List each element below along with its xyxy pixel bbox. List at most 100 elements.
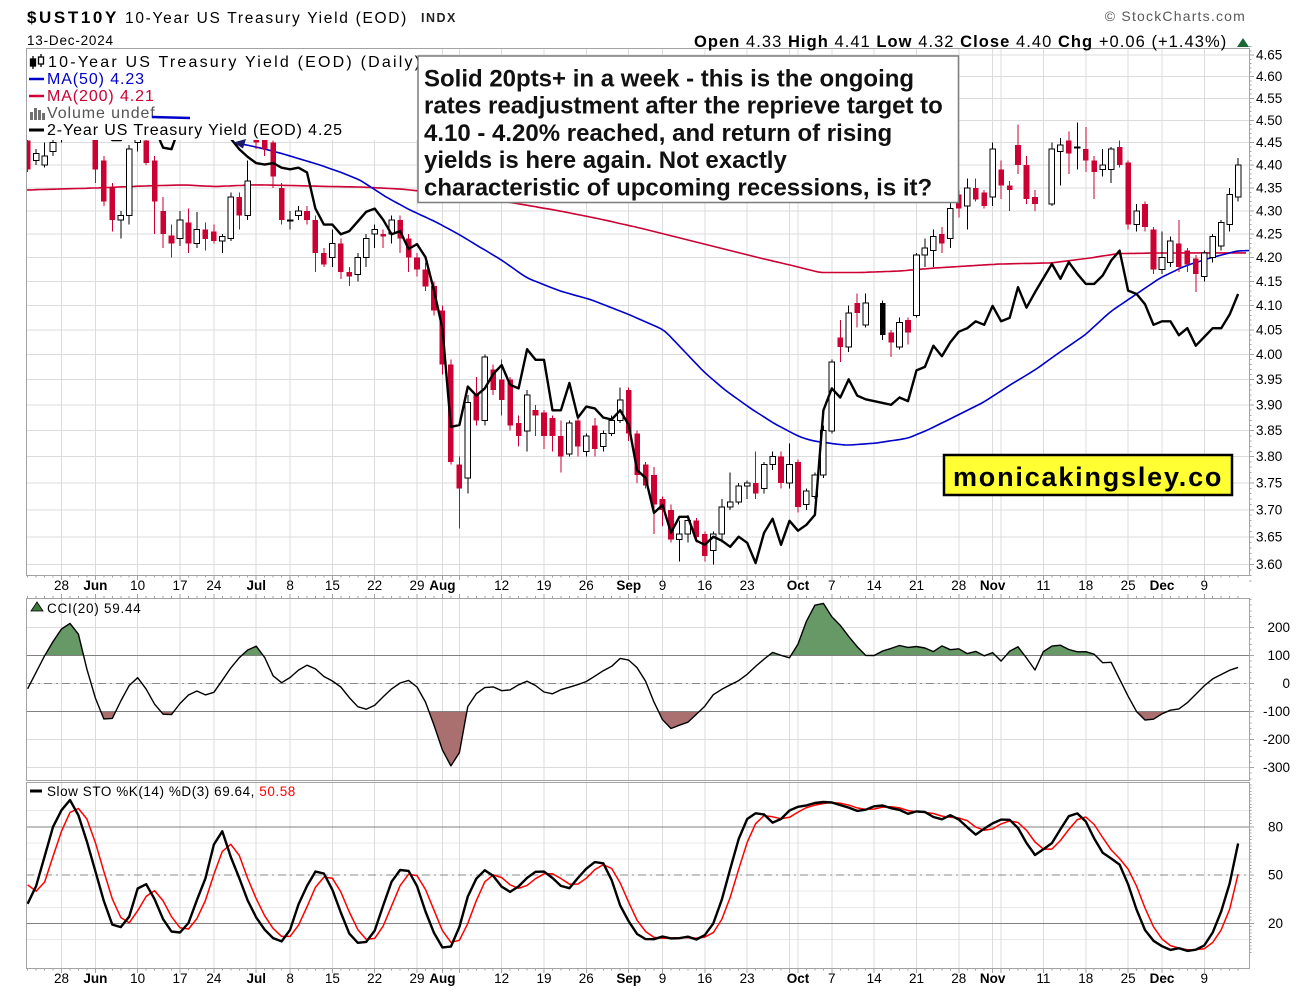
svg-text:15: 15 — [325, 578, 340, 593]
svg-text:4.40: 4.40 — [1256, 158, 1282, 173]
svg-text:3.95: 3.95 — [1256, 372, 1282, 387]
svg-text:19: 19 — [536, 578, 551, 593]
svg-text:4.35: 4.35 — [1256, 180, 1282, 195]
svg-text:3.90: 3.90 — [1256, 398, 1282, 413]
svg-text:28: 28 — [54, 578, 69, 593]
svg-text:9: 9 — [659, 578, 667, 593]
svg-text:24: 24 — [206, 971, 222, 986]
svg-text:26: 26 — [579, 578, 594, 593]
svg-text:23: 23 — [740, 971, 755, 986]
svg-text:-300: -300 — [1263, 760, 1290, 775]
svg-text:4.15: 4.15 — [1256, 274, 1282, 289]
svg-text:4.20: 4.20 — [1256, 250, 1282, 265]
svg-text:18: 18 — [1078, 578, 1093, 593]
svg-text:4.50: 4.50 — [1256, 113, 1282, 128]
svg-text:2-Year US Treasury Yield (EOD): 2-Year US Treasury Yield (EOD) 4.25 — [47, 122, 343, 139]
svg-text:10: 10 — [130, 578, 145, 593]
svg-text:© StockCharts.com: © StockCharts.com — [1105, 8, 1246, 24]
svg-text:Dec: Dec — [1150, 971, 1175, 986]
svg-text:yields is here again. Not exac: yields is here again. Not exactly — [424, 147, 787, 174]
svg-text:28: 28 — [951, 971, 966, 986]
svg-text:28: 28 — [54, 971, 69, 986]
svg-text:Nov: Nov — [980, 971, 1006, 986]
svg-text:3.80: 3.80 — [1256, 449, 1282, 464]
svg-text:25: 25 — [1121, 578, 1136, 593]
svg-text:Nov: Nov — [980, 578, 1006, 593]
svg-text:4.55: 4.55 — [1256, 91, 1282, 106]
svg-text:characteristic of upcoming rec: characteristic of upcoming recessions, i… — [424, 174, 932, 201]
svg-text:17: 17 — [172, 578, 187, 593]
svg-text:$UST10Y: $UST10Y — [27, 8, 119, 27]
svg-text:4.10 - 4.20% reached, and retu: 4.10 - 4.20% reached, and return of risi… — [424, 120, 892, 147]
svg-text:22: 22 — [367, 578, 382, 593]
svg-text:29: 29 — [409, 971, 424, 986]
svg-text:10-Year US Treasury Yield (EOD: 10-Year US Treasury Yield (EOD) (Daily) — [48, 54, 422, 71]
svg-text:Solid 20pts+ in a week - this: Solid 20pts+ in a week - this is the ong… — [424, 66, 914, 93]
svg-text:29: 29 — [409, 578, 424, 593]
svg-text:Jul: Jul — [246, 971, 266, 986]
svg-text:12: 12 — [494, 971, 509, 986]
svg-text:Oct: Oct — [787, 578, 810, 593]
svg-text:Aug: Aug — [429, 578, 455, 593]
svg-text:18: 18 — [1078, 971, 1093, 986]
svg-text:Aug: Aug — [429, 971, 455, 986]
svg-text:9: 9 — [659, 971, 667, 986]
svg-text:4.05: 4.05 — [1256, 323, 1282, 338]
svg-text:3.70: 3.70 — [1256, 502, 1282, 517]
svg-text:Open 4.33 High 4.41 Low 4.32: Open 4.33 High 4.41 Low 4.32 Close 4.40 … — [694, 33, 1227, 51]
svg-text:8: 8 — [286, 971, 294, 986]
svg-text:7: 7 — [828, 971, 836, 986]
svg-text:3.65: 3.65 — [1256, 529, 1282, 544]
svg-text:28: 28 — [951, 578, 966, 593]
svg-text:0: 0 — [1282, 676, 1290, 691]
svg-text:22: 22 — [367, 971, 382, 986]
svg-text:11: 11 — [1036, 971, 1050, 986]
svg-text:20: 20 — [1268, 916, 1283, 931]
svg-text:25: 25 — [1121, 971, 1136, 986]
svg-text:10: 10 — [130, 971, 145, 986]
svg-text:200: 200 — [1267, 620, 1290, 635]
svg-text:13-Dec-2024: 13-Dec-2024 — [27, 33, 114, 48]
svg-text:26: 26 — [579, 971, 594, 986]
svg-text:-200: -200 — [1263, 732, 1290, 747]
svg-text:14: 14 — [867, 578, 883, 593]
svg-text:Dec: Dec — [1150, 578, 1175, 593]
svg-text:24: 24 — [206, 578, 222, 593]
svg-text:8: 8 — [286, 578, 294, 593]
svg-text:Jul: Jul — [246, 578, 266, 593]
svg-text:4.00: 4.00 — [1256, 347, 1282, 362]
svg-text:4.65: 4.65 — [1256, 48, 1282, 63]
svg-text:Oct: Oct — [787, 971, 810, 986]
svg-text:rates readjustment after the r: rates readjustment after the reprieve ta… — [424, 93, 943, 120]
svg-text:4.10: 4.10 — [1256, 298, 1282, 313]
svg-text:21: 21 — [909, 578, 924, 593]
svg-text:4.45: 4.45 — [1256, 135, 1282, 150]
svg-text:9: 9 — [1201, 578, 1209, 593]
svg-text:15: 15 — [325, 971, 340, 986]
svg-text:3.60: 3.60 — [1256, 557, 1282, 572]
svg-text:16: 16 — [697, 578, 712, 593]
svg-text:7: 7 — [828, 578, 836, 593]
svg-text:17: 17 — [172, 971, 187, 986]
svg-text:MA(200) 4.21: MA(200) 4.21 — [47, 88, 155, 105]
svg-text:3.85: 3.85 — [1256, 423, 1282, 438]
svg-text:Sep: Sep — [616, 578, 641, 593]
svg-text:50: 50 — [1268, 868, 1283, 883]
svg-text:4.25: 4.25 — [1256, 227, 1282, 242]
svg-text:23: 23 — [740, 578, 755, 593]
svg-text:Slow STO %K(14) %D(3) 69.64, 5: Slow STO %K(14) %D(3) 69.64, 50.58 — [47, 784, 296, 799]
svg-text:14: 14 — [867, 971, 883, 986]
svg-text:4.60: 4.60 — [1256, 69, 1282, 84]
svg-text:Jun: Jun — [83, 578, 107, 593]
svg-text:21: 21 — [909, 971, 924, 986]
svg-text:Jun: Jun — [83, 971, 107, 986]
svg-text:Volume undef: Volume undef — [47, 105, 156, 122]
svg-text:CCI(20) 59.44: CCI(20) 59.44 — [47, 601, 142, 616]
svg-text:4.30: 4.30 — [1256, 203, 1282, 218]
svg-text:16: 16 — [697, 971, 712, 986]
svg-text:MA(50) 4.23: MA(50) 4.23 — [47, 71, 145, 88]
svg-text:12: 12 — [494, 578, 509, 593]
svg-text:10-Year US Treasury Yield (EOD: 10-Year US Treasury Yield (EOD) — [125, 10, 408, 27]
svg-text:11: 11 — [1036, 578, 1050, 593]
svg-text:-100: -100 — [1263, 704, 1290, 719]
